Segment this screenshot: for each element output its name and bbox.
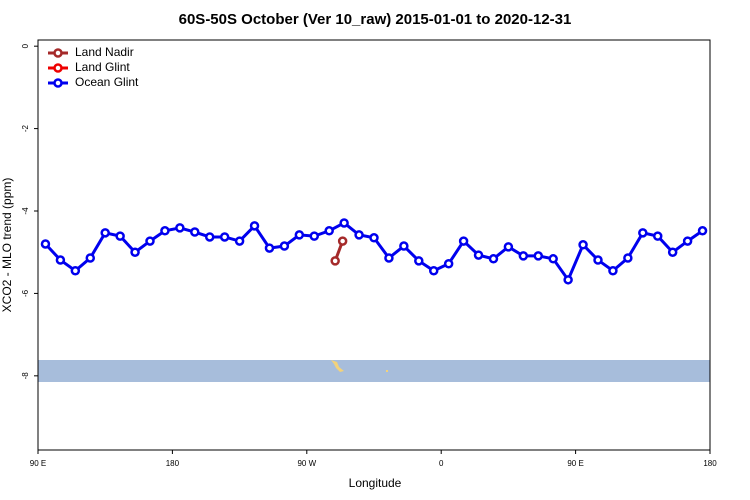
data-point bbox=[339, 218, 349, 228]
land-shape bbox=[331, 360, 344, 372]
data-point bbox=[354, 230, 364, 240]
data-point bbox=[518, 251, 529, 261]
y-tick-label: -2 bbox=[21, 124, 30, 132]
y-tick-label: 0 bbox=[21, 43, 30, 48]
data-point bbox=[190, 227, 200, 237]
data-point bbox=[330, 256, 340, 266]
data-point bbox=[264, 243, 275, 253]
x-tick-label: 180 bbox=[166, 459, 180, 468]
data-point bbox=[294, 230, 305, 240]
data-point bbox=[234, 236, 245, 246]
data-point bbox=[219, 232, 230, 242]
data-point bbox=[384, 253, 394, 263]
legend-label: Land Nadir bbox=[75, 45, 134, 59]
data-point bbox=[652, 231, 663, 241]
data-point bbox=[324, 226, 334, 236]
data-point bbox=[337, 236, 348, 246]
data-point bbox=[533, 251, 544, 261]
data-point bbox=[697, 226, 708, 236]
data-point bbox=[100, 228, 110, 238]
x-tick-label: 90 W bbox=[297, 459, 316, 468]
data-point bbox=[309, 231, 320, 241]
data-point bbox=[369, 233, 379, 243]
data-point bbox=[160, 226, 170, 236]
data-point bbox=[175, 223, 185, 233]
data-point bbox=[608, 266, 618, 276]
data-point bbox=[40, 239, 51, 249]
x-axis-label: Longitude bbox=[349, 476, 402, 490]
x-tick-label: 180 bbox=[703, 459, 717, 468]
data-point bbox=[458, 236, 469, 246]
data-point bbox=[428, 266, 439, 276]
data-point bbox=[279, 241, 290, 251]
map-strip bbox=[38, 360, 710, 382]
legend-swatch bbox=[53, 48, 63, 58]
data-point bbox=[55, 255, 66, 265]
data-point bbox=[488, 254, 499, 264]
data-point bbox=[204, 232, 215, 242]
legend-label: Ocean Glint bbox=[75, 75, 139, 89]
chart-title: 60S-50S October (Ver 10_raw) 2015-01-01 … bbox=[179, 11, 572, 28]
data-point bbox=[503, 242, 514, 252]
legend-label: Land Glint bbox=[75, 60, 130, 74]
data-point bbox=[667, 247, 678, 257]
data-point bbox=[399, 241, 409, 251]
data-point bbox=[70, 266, 81, 276]
x-tick-label: 90 E bbox=[567, 459, 583, 468]
data-point bbox=[145, 236, 155, 246]
y-tick-label: -6 bbox=[21, 289, 30, 297]
data-point bbox=[593, 255, 603, 265]
land-shape bbox=[386, 370, 388, 372]
x-tick-label: 0 bbox=[439, 459, 444, 468]
data-point bbox=[115, 231, 125, 241]
data-point bbox=[130, 247, 140, 257]
data-point bbox=[638, 228, 648, 238]
data-point bbox=[249, 221, 260, 231]
data-point bbox=[548, 254, 558, 264]
series-line bbox=[44, 221, 704, 283]
data-point bbox=[682, 236, 693, 246]
legend-swatch bbox=[53, 78, 63, 88]
y-tick-label: -4 bbox=[21, 207, 30, 215]
data-point bbox=[473, 250, 484, 260]
data-point bbox=[578, 240, 588, 250]
data-point bbox=[443, 258, 454, 269]
data-point bbox=[414, 256, 424, 266]
data-point bbox=[623, 253, 633, 263]
plot-frame bbox=[37, 39, 711, 451]
data-point bbox=[85, 253, 96, 263]
x-tick-label: 90 E bbox=[30, 459, 46, 468]
y-tick-label: -8 bbox=[21, 372, 30, 380]
y-axis-label: XCO2 - MLO trend (ppm) bbox=[0, 178, 14, 313]
legend-swatch bbox=[53, 63, 63, 73]
data-point bbox=[563, 275, 573, 285]
